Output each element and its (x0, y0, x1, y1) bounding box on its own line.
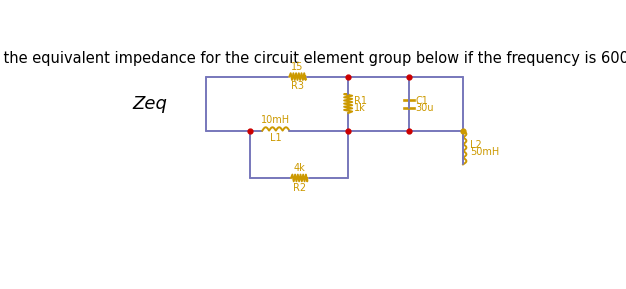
Text: R3: R3 (291, 81, 304, 91)
Text: L1: L1 (270, 133, 282, 143)
Text: 50mH: 50mH (470, 147, 499, 157)
Text: 30u: 30u (415, 103, 434, 113)
Text: R2: R2 (292, 183, 305, 193)
Text: 4k: 4k (293, 163, 305, 173)
Text: R1: R1 (354, 96, 367, 106)
Text: 10mH: 10mH (261, 115, 290, 125)
Text: Zeq: Zeq (132, 95, 167, 113)
Text: Find the equivalent impedance for the circuit element group below if the frequen: Find the equivalent impedance for the ci… (0, 51, 626, 66)
Text: 1k: 1k (354, 103, 366, 113)
Text: C1: C1 (415, 96, 428, 106)
Text: L2: L2 (470, 140, 481, 150)
Text: 15: 15 (291, 62, 304, 72)
